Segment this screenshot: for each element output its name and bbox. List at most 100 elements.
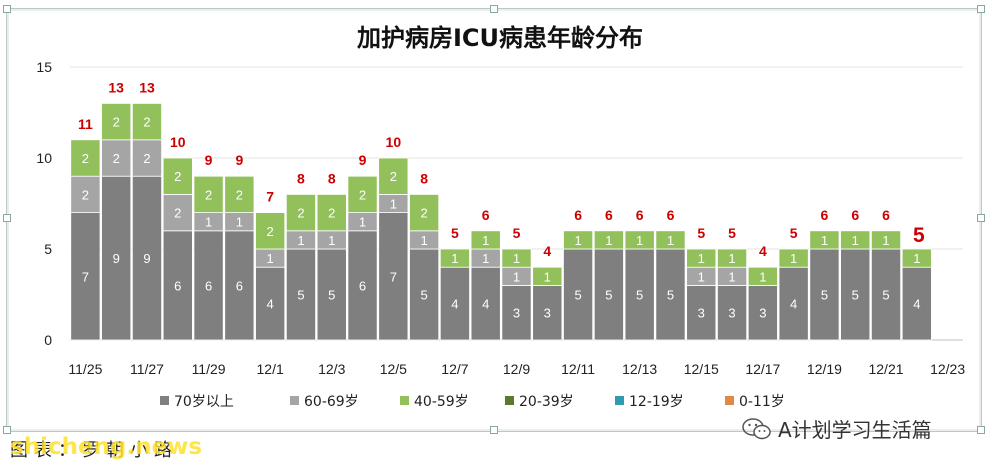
bar-segment-40-59岁-12/18 [778, 248, 809, 268]
bar-total-12/2: 8 [297, 170, 305, 186]
segment-label-70岁以上-12/21: 5 [882, 288, 889, 303]
bar-total-12/16: 5 [728, 225, 736, 241]
bar-total-12/19: 6 [821, 207, 829, 223]
bar-total-11/25: 11 [78, 116, 93, 132]
segment-label-70岁以上-12/17: 3 [759, 306, 766, 321]
bar-segment-70岁以上-12/3 [316, 248, 347, 341]
bar-segment-70岁以上-11/28 [162, 230, 193, 341]
y-tick-label-10: 10 [36, 150, 52, 166]
bar-segment-70岁以上-12/14 [655, 248, 686, 341]
x-tick-label-11/27: 11/27 [130, 361, 164, 377]
bar-segment-40-59岁-12/5 [378, 157, 409, 195]
bar-total-11/30: 9 [235, 152, 243, 168]
bar-total-12/21: 6 [882, 207, 890, 223]
wechat-icon [742, 417, 771, 439]
segment-label-60-69岁-12/3: 1 [328, 233, 335, 248]
bar-total-12/9: 5 [513, 225, 521, 241]
bar-total-12/18: 5 [790, 225, 798, 241]
segment-label-70岁以上-11/28: 6 [174, 278, 181, 293]
resize-handle-bottom-right[interactable] [977, 426, 985, 434]
wechat-account-name: A计划学习生活篇 [778, 418, 932, 442]
chart-credit: 图表：罗朝小路 [10, 440, 178, 461]
legend-swatch-40-59岁 [400, 396, 409, 405]
bar-total-12/7: 5 [451, 225, 459, 241]
segment-label-60-69岁-11/30: 1 [236, 215, 243, 230]
bar-total-12/15: 5 [697, 225, 705, 241]
bar-segment-70岁以上-11/27 [131, 175, 163, 341]
x-tick-label-12/11: 12/11 [561, 361, 595, 377]
bar-segment-40-59岁-11/25 [70, 139, 101, 177]
bar-total-12/13: 6 [636, 207, 644, 223]
segment-label-40-59岁-12/15: 1 [698, 251, 705, 266]
legend-label-20-39岁: 20-39岁 [519, 394, 574, 410]
resize-handle-top-middle[interactable] [490, 5, 498, 13]
bar-segment-40-59岁-11/27 [131, 103, 163, 141]
segment-label-40-59岁-12/5: 2 [390, 169, 397, 184]
bar-total-12/12: 6 [605, 207, 613, 223]
legend-swatch-60-69岁 [290, 396, 299, 405]
x-tick-label-12/17: 12/17 [745, 361, 780, 377]
segment-label-70岁以上-12/20: 5 [852, 288, 859, 303]
bar-segment-70岁以上-12/22 [901, 266, 932, 341]
segment-label-60-69岁-12/8: 1 [482, 251, 489, 266]
segment-label-60-69岁-11/26: 2 [113, 151, 120, 166]
segment-label-40-59岁-12/19: 1 [821, 233, 828, 248]
bar-total-12/22: 5 [913, 224, 925, 247]
resize-handle-top-right[interactable] [977, 5, 985, 13]
segment-label-60-69岁-12/16: 1 [728, 269, 735, 284]
bar-segment-70岁以上-12/9 [501, 284, 532, 341]
segment-label-60-69岁-12/5: 1 [390, 197, 397, 212]
resize-handle-bottom-left[interactable] [3, 426, 11, 434]
segment-label-40-59岁-11/25: 2 [82, 151, 89, 166]
bar-segment-40-59岁-11/26 [101, 103, 132, 141]
y-tick-label-5: 5 [44, 241, 52, 257]
bar-segment-40-59岁-12/3 [316, 193, 347, 232]
bar-total-11/27: 13 [139, 79, 155, 95]
resize-handle-top-left[interactable] [3, 5, 11, 13]
segment-label-70岁以上-12/5: 7 [390, 269, 397, 284]
segment-label-70岁以上-12/22: 4 [913, 297, 920, 312]
segment-label-70岁以上-12/13: 5 [636, 288, 643, 303]
bar-segment-60-69岁-11/27 [131, 139, 163, 177]
bar-total-12/14: 6 [667, 207, 675, 223]
bar-segment-40-59岁-12/19 [809, 230, 840, 250]
legend-label-40-59岁: 40-59岁 [414, 394, 469, 410]
segment-label-40-59岁-12/2: 2 [297, 206, 304, 221]
segment-label-60-69岁-12/1: 1 [267, 251, 274, 266]
segment-label-40-59岁-12/7: 1 [451, 251, 458, 266]
legend-label-70岁以上: 70岁以上 [174, 394, 234, 410]
segment-label-40-59岁-11/26: 2 [113, 115, 120, 130]
segment-label-40-59岁-12/20: 1 [852, 233, 859, 248]
bar-segment-40-59岁-11/30 [224, 175, 255, 213]
segment-label-40-59岁-12/6: 2 [421, 206, 428, 221]
segment-label-40-59岁-12/11: 1 [574, 233, 581, 248]
bar-segment-70岁以上-12/8 [470, 266, 501, 341]
segment-label-70岁以上-12/1: 4 [267, 297, 274, 312]
segment-label-40-59岁-12/13: 1 [636, 233, 643, 248]
bar-segment-40-59岁-12/8 [470, 230, 501, 250]
resize-handle-middle-right[interactable] [977, 214, 985, 222]
bar-segment-60-69岁-11/28 [162, 193, 193, 232]
resize-handle-bottom-middle[interactable] [490, 426, 498, 434]
x-tick-label-11/25: 11/25 [68, 361, 102, 377]
bar-total-12/4: 9 [359, 152, 367, 168]
segment-label-70岁以上-12/18: 4 [790, 297, 797, 312]
segment-label-60-69岁-12/9: 1 [513, 269, 520, 284]
bar-segment-40-59岁-12/6 [409, 193, 440, 232]
segment-label-40-59岁-11/29: 2 [205, 187, 212, 202]
x-tick-label-12/9: 12/9 [503, 361, 530, 377]
segment-label-70岁以上-12/19: 5 [821, 288, 828, 303]
x-tick-label-12/19: 12/19 [807, 361, 842, 377]
bar-segment-40-59岁-12/20 [840, 230, 871, 250]
bar-total-12/6: 8 [420, 170, 428, 186]
segment-label-70岁以上-12/10: 3 [544, 306, 551, 321]
resize-handle-middle-left[interactable] [3, 214, 11, 222]
segment-label-60-69岁-11/25: 2 [82, 187, 89, 202]
bar-total-12/10: 4 [543, 243, 551, 259]
bar-segment-70岁以上-12/11 [563, 248, 594, 341]
legend-label-12-19岁: 12-19岁 [629, 394, 684, 410]
x-tick-label-12/23: 12/23 [930, 361, 965, 377]
bar-segment-70岁以上-12/5 [378, 212, 409, 341]
segment-label-70岁以上-12/8: 4 [482, 297, 489, 312]
